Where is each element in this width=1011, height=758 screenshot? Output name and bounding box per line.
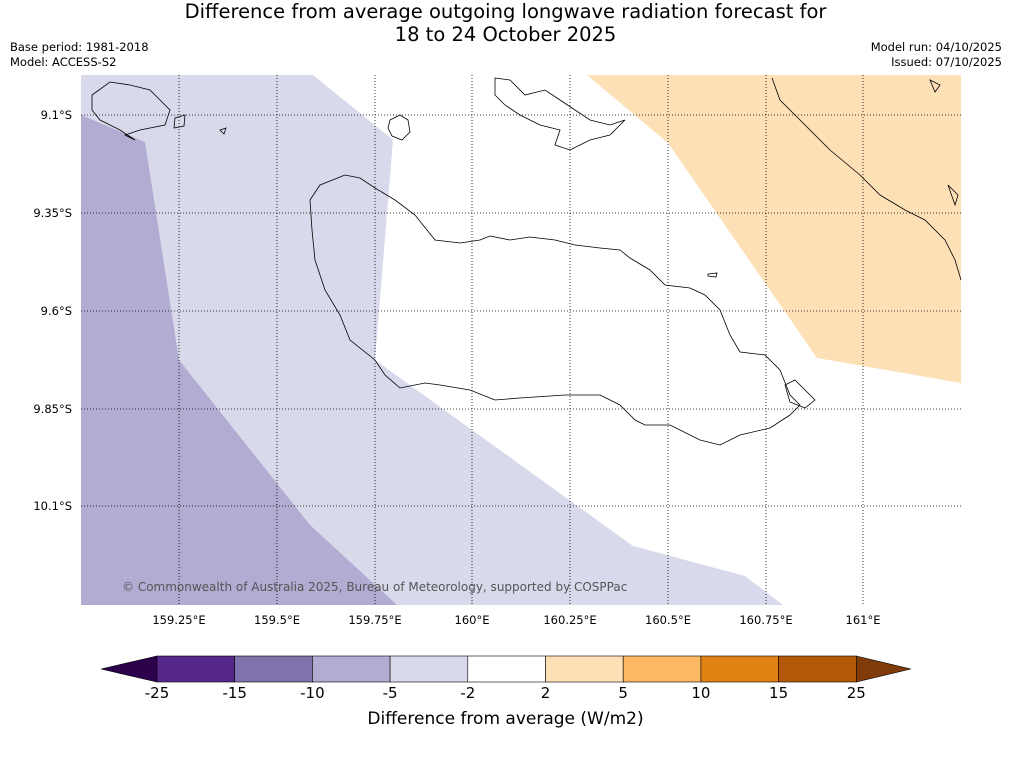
colorbar-segment [700,655,779,683]
model-name: Model: ACCESS-S2 [10,55,117,69]
colorbar-segment [778,655,857,683]
map-title: Difference from average outgoing longwav… [184,0,827,46]
lat-tick: 9.85°S [33,402,72,416]
coastline-east-islets [707,272,816,409]
lon-tick: 159.5°E [254,613,300,627]
colorbar-segment [234,655,313,683]
colorbar-label: -2 [460,684,476,702]
coastline-savo [387,114,411,141]
colorbar-label: -25 [144,684,170,702]
base-period: Base period: 1981-2018 [10,40,149,54]
coastline-malaita [771,77,962,281]
colorbar-segment [467,655,546,683]
issued-date: Issued: 07/10/2025 [891,55,1002,69]
lon-tick: 160.75°E [739,613,793,627]
colorbar-label: 10 [691,684,711,702]
colorbar [100,655,912,683]
colorbar-label: -15 [222,684,247,702]
lon-tick: 160.5°E [645,613,691,627]
colorbar-segment [312,655,391,683]
colorbar-label: 2 [540,684,551,702]
colorbar-over-arrow [855,655,912,683]
colorbar-label: -10 [300,684,325,702]
colorbar-segment [156,655,235,683]
colorbar-segment [545,655,624,683]
lat-tick: 10.1°S [33,499,72,513]
colorbar-label: 15 [769,684,789,702]
colorbar-under-arrow [100,655,158,683]
lon-tick: 159.25°E [152,613,206,627]
lat-tick: 9.6°S [40,304,72,318]
field-2-5 [587,75,961,383]
graticule [81,75,961,605]
coastline-russell-islands [91,81,227,141]
colorbar-label: 25 [846,684,866,702]
field-minus10-minus5 [81,115,397,605]
colorbar-segment [622,655,702,683]
lat-tick: 9.35°S [33,206,72,220]
coastline-guadalcanal [309,174,801,446]
colorbar-label: 5 [618,684,628,702]
colorbar-segment [389,655,469,683]
model-run: Model run: 04/10/2025 [870,40,1002,54]
lon-tick: 160°E [454,613,490,627]
copyright-credit: © Commonwealth of Australia 2025, Bureau… [122,580,628,594]
colorbar-title: Difference from average (W/m2) [367,709,644,729]
lon-tick: 160.25°E [543,613,597,627]
colorbar-label: -5 [382,684,398,702]
lat-tick: 9.1°S [40,108,72,122]
lon-tick: 161°E [845,613,881,627]
anomaly-fields [81,75,961,605]
lon-tick: 159.75°E [348,613,402,627]
